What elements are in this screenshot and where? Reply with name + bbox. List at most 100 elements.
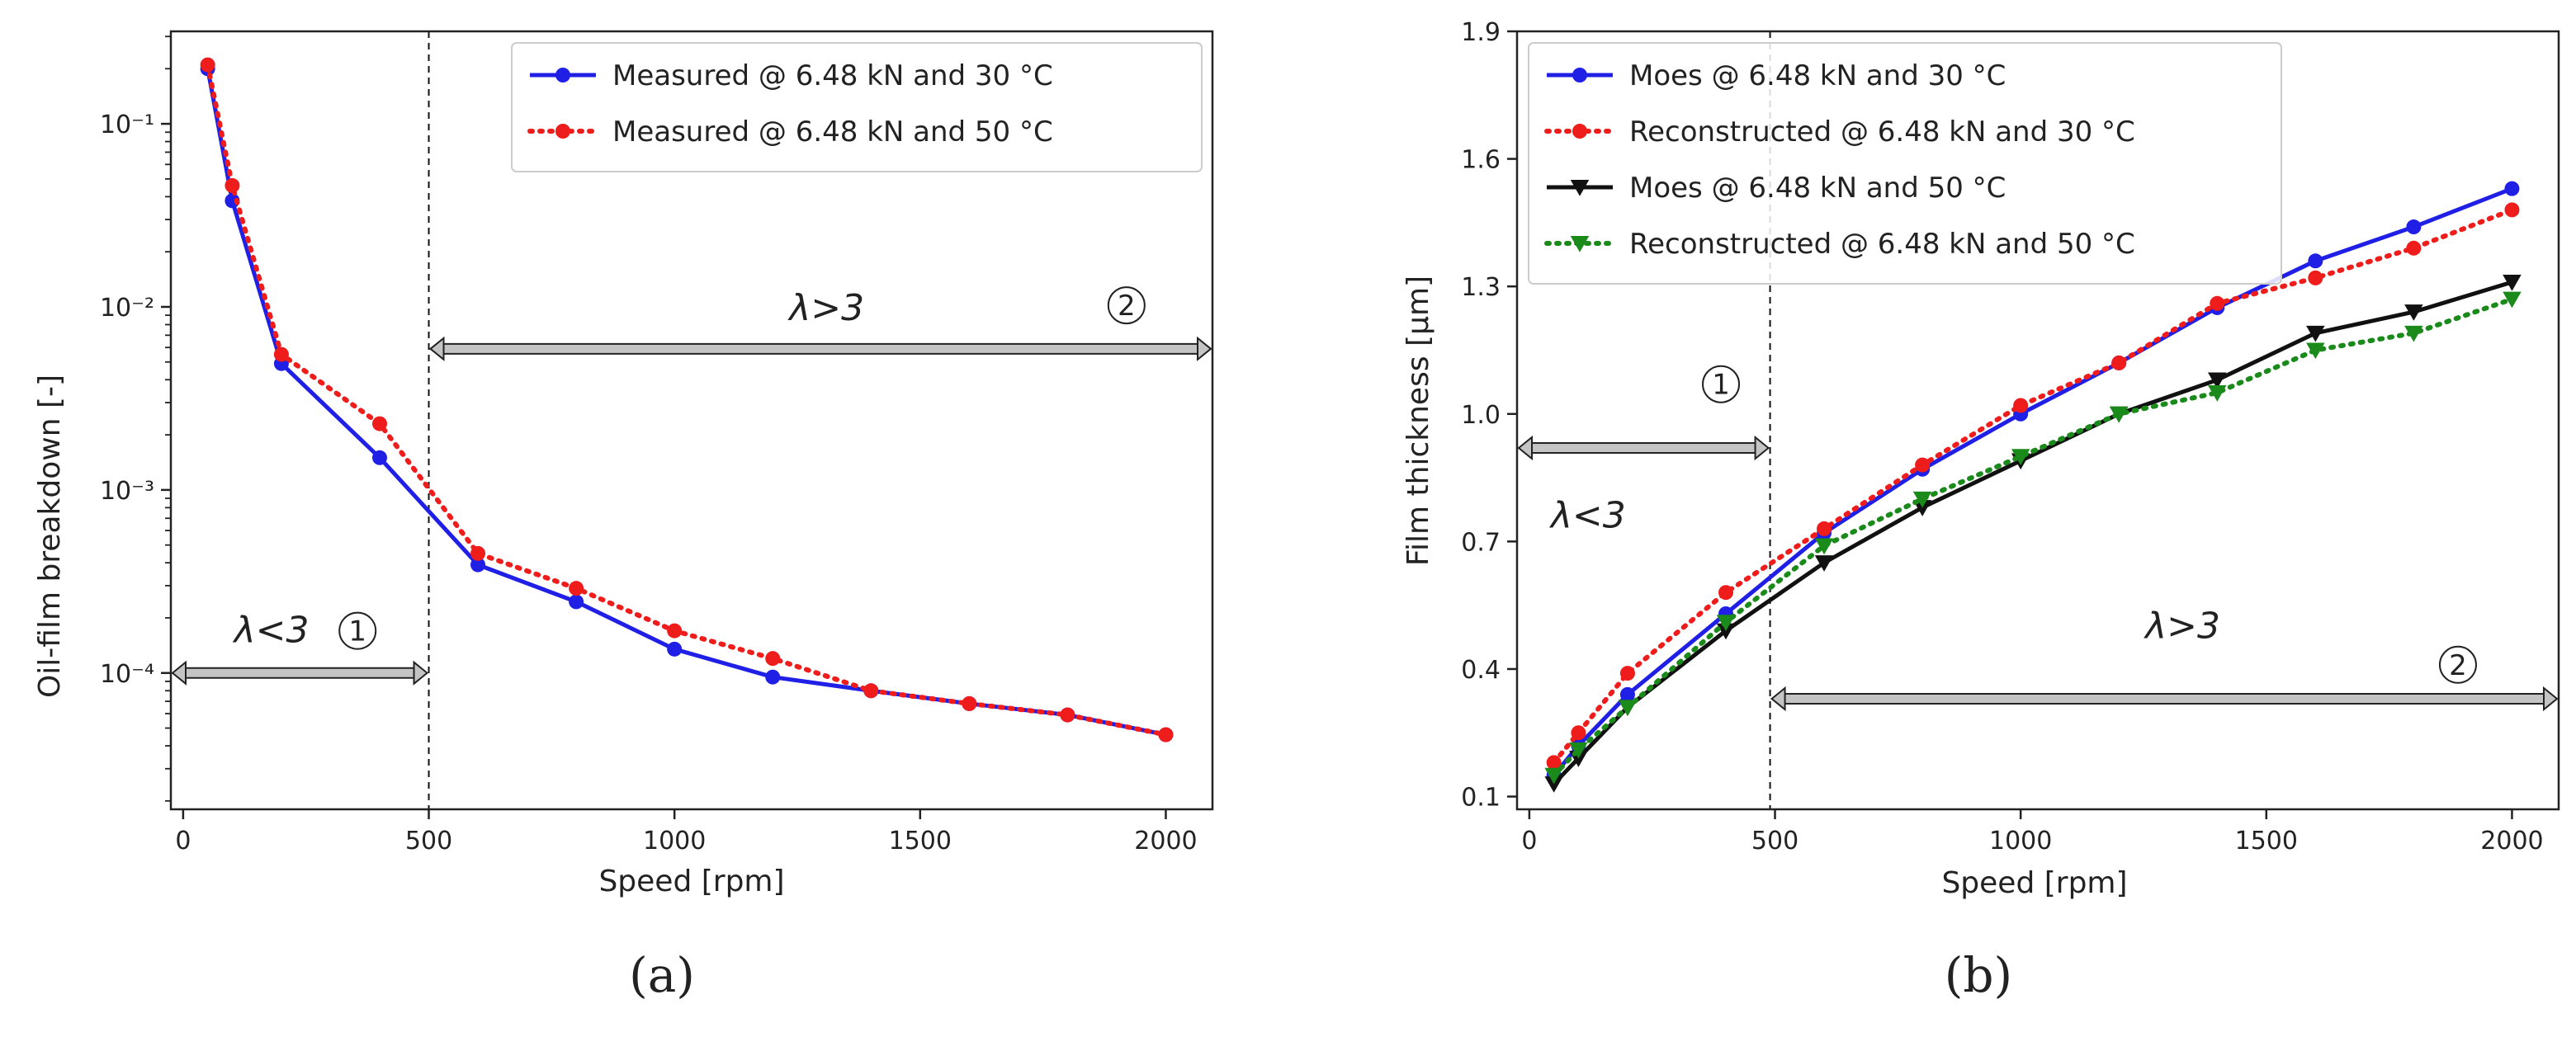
chart-b-ytick-label: 0.1	[1461, 784, 1501, 813]
chart-b: Film thickness [μm] Speed [rpm] (b) 0 500…	[1401, 18, 2560, 1003]
chart-b-legend-label-1: Reconstructed @ 6.48 kN and 30 °C	[1629, 115, 2135, 148]
chart-a-series-1-point	[962, 695, 977, 711]
chart-b-series-3-point	[2503, 291, 2522, 309]
chart-a-series-1-point	[273, 346, 289, 362]
chart-b-series-3-point	[2109, 406, 2129, 423]
chart-b-series-1-point	[2308, 270, 2323, 285]
chart-b-arrowhead-right-high	[2543, 686, 2559, 712]
chart-b-panel-label: (b)	[1945, 947, 2012, 1003]
chart-a-series-1-point	[1158, 727, 1174, 742]
chart-b-legend-label-2: Moes @ 6.48 kN and 50 °C	[1629, 172, 2006, 205]
chart-b-region-low-marker: 1	[1712, 369, 1730, 402]
chart-b-series-2-point	[2306, 325, 2325, 342]
chart-a-series-1-point	[470, 545, 486, 561]
chart-b-series-1-point	[1817, 521, 1832, 536]
chart-a-series-1-point	[1060, 707, 1075, 723]
chart-b-region-high-marker: 2	[2449, 649, 2467, 682]
chart-a-legend-box	[511, 42, 1203, 172]
chart-a-region-low-marker-circle	[338, 611, 377, 650]
chart-b-series-1-point	[1619, 666, 1635, 681]
chart-a-region-low-label: λ<3	[233, 610, 310, 652]
chart-b-ytick-label: 1.3	[1461, 273, 1501, 302]
chart-a-region-high-marker-circle	[1107, 286, 1146, 325]
chart-a-legend-marker-1	[555, 124, 570, 139]
chart-a-arrowhead-left-high	[428, 336, 445, 361]
chart-a: Oil-film breakdown [-] Speed [rpm] (a) 0…	[33, 30, 1214, 1003]
chart-b-series-3-point	[2404, 325, 2423, 342]
chart-b-legend: Moes @ 6.48 kN and 30 °C Reconstructed @ …	[1528, 42, 2282, 285]
chart-a-region-low-marker: 1	[348, 615, 366, 648]
chart-b-series-2-point	[1544, 776, 1563, 793]
chart-b-series-3-point	[1912, 491, 1932, 508]
chart-a-xtick-label: 0	[175, 827, 191, 856]
chart-a-legend-label-0: Measured @ 6.48 kN and 30 °C	[612, 59, 1053, 92]
chart-a-series-1-point	[200, 57, 215, 73]
chart-a-ytick-label: 10⁻⁴	[100, 660, 154, 689]
chart-a-arrowhead-right-low	[413, 660, 429, 686]
chart-a-series-1-line	[205, 62, 1169, 738]
chart-b-series-1-point	[2013, 398, 2029, 413]
chart-a-series-1-point	[225, 177, 240, 193]
chart-b-series-1-point	[2504, 202, 2520, 218]
chart-a-region-high-label: λ>3	[787, 287, 864, 329]
chart-b-legend-label-3: Reconstructed @ 6.48 kN and 50 °C	[1629, 228, 2135, 261]
chart-b-series-2-point	[1814, 555, 1834, 572]
chart-b-region-low-marker-circle	[1702, 365, 1741, 403]
chart-b-series-2-point	[2503, 275, 2522, 291]
chart-b-series-3-point	[2011, 449, 2030, 465]
chart-b-axes-frame	[1515, 30, 2560, 811]
chart-b-series-1-point	[2111, 355, 2127, 370]
chart-a-series-0-point	[371, 450, 387, 465]
chart-a-axes-frame	[169, 30, 1214, 811]
chart-b-legend-marker-1	[1572, 124, 1587, 139]
chart-b-series-0-point	[2406, 219, 2422, 235]
chart-b-xtick-label: 1000	[1989, 827, 2052, 856]
chart-a-ytick-label: 10⁻³	[100, 477, 154, 506]
chart-b-series-0-point	[1619, 686, 1635, 702]
chart-a-xlabel: Speed [rpm]	[598, 865, 784, 898]
chart-a-ylabel: Oil-film breakdown [-]	[33, 375, 67, 698]
chart-a-series-0-point	[765, 669, 781, 685]
chart-b-series-2-point	[1716, 623, 1736, 640]
chart-a-legend: Measured @ 6.48 kN and 30 °C Measured @ 6…	[511, 42, 1203, 172]
chart-b-xtick-label: 2000	[2480, 827, 2543, 856]
chart-b-arrowhead-left-high	[1770, 686, 1786, 712]
chart-b-series-2-point	[2208, 372, 2227, 389]
chart-b-series-3-point	[2208, 385, 2227, 402]
chart-a-legend-marker-0	[555, 68, 570, 82]
chart-a-xtick-label: 1500	[889, 827, 952, 856]
chart-b-xtick-label: 1500	[2235, 827, 2298, 856]
chart-b-ytick-label: 1.0	[1461, 401, 1501, 430]
chart-b-series-3-point	[1618, 700, 1638, 717]
chart-b-series-2-point	[1912, 500, 1932, 516]
chart-b-series-0-point	[2308, 253, 2323, 269]
chart-b-legend-marker-2	[1570, 180, 1590, 196]
chart-b-region-high-marker-circle	[2438, 645, 2477, 684]
chart-b-ytick-label: 0.7	[1461, 528, 1501, 557]
chart-a-series-0-point	[569, 594, 584, 610]
chart-b-series-1-point	[1915, 457, 1931, 473]
chart-b-xlabel: Speed [rpm]	[1941, 866, 2127, 900]
chart-a-region-high-marker: 2	[1118, 290, 1136, 323]
chart-b-series-1-point	[1571, 725, 1586, 741]
chart-a-xtick-label: 2000	[1134, 827, 1197, 856]
chart-b-ytick-label: 0.4	[1461, 656, 1501, 685]
chart-a-xtick-label: 500	[405, 827, 452, 856]
chart-b-ytick-label: 1.6	[1461, 146, 1501, 175]
chart-b-legend-box	[1528, 42, 2282, 285]
chart-b-series-3-point	[1716, 615, 1736, 631]
chart-b-region-low-label: λ<3	[1549, 494, 1626, 536]
chart-a-series-1-point	[569, 581, 584, 596]
chart-a-series-0-point	[667, 641, 683, 657]
chart-a-legend-label-1: Measured @ 6.48 kN and 50 °C	[612, 115, 1053, 148]
chart-b-series-1-point	[1718, 585, 1733, 601]
chart-a-series-0-line	[206, 68, 1166, 738]
chart-a-arrowhead-right-high	[1197, 336, 1212, 361]
chart-a-series-1-point	[371, 416, 387, 431]
chart-b-region-high-label: λ>3	[2144, 605, 2220, 647]
chart-b-series-1-point	[2406, 240, 2422, 256]
chart-b-series-1-point	[2210, 295, 2225, 311]
chart-a-ytick-label: 10⁻¹	[100, 111, 154, 139]
chart-b-series-2-point	[2404, 304, 2423, 321]
